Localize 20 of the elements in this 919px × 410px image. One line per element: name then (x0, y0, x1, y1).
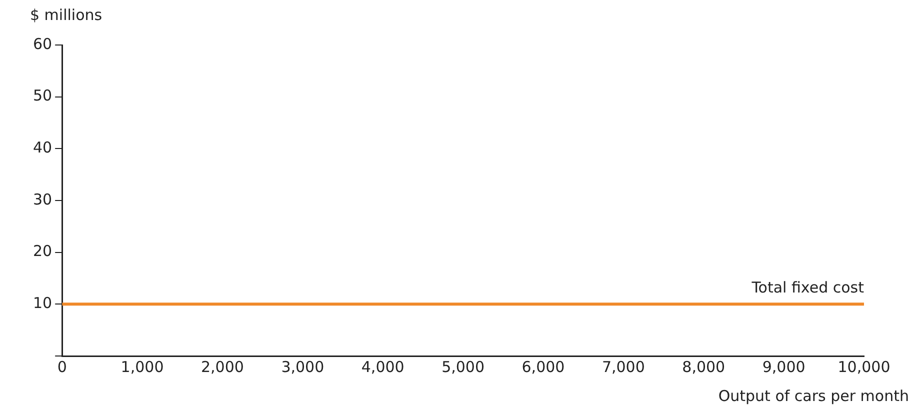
x-tick-label: 4,000 (361, 358, 404, 376)
y-tick-label: 20 (32, 242, 52, 260)
x-tick-label: 10,000 (838, 358, 890, 376)
y-tick-label: 60 (32, 34, 52, 53)
y-tick-label: 30 (32, 190, 52, 208)
x-tick-label: 1,000 (120, 358, 164, 376)
y-axis-title: $ millions (30, 6, 102, 24)
x-tick-label: 9,000 (762, 358, 806, 376)
series-label: Total fixed cost (750, 278, 864, 297)
y-tick-label: 10 (32, 294, 52, 312)
y-tick-label: 40 (32, 138, 52, 157)
x-tick-label: 8,000 (682, 358, 726, 376)
x-tick-label: 0 (57, 358, 67, 376)
x-tick-label: 5,000 (442, 358, 485, 376)
x-tick-label: 7,000 (602, 358, 645, 376)
x-tick-label: 3,000 (281, 358, 324, 376)
x-tick-label: 6,000 (522, 358, 565, 376)
x-axis-title: Output of cars per month (718, 387, 909, 405)
x-tick-label: 2,000 (200, 358, 244, 376)
y-tick-label: 50 (32, 86, 52, 105)
